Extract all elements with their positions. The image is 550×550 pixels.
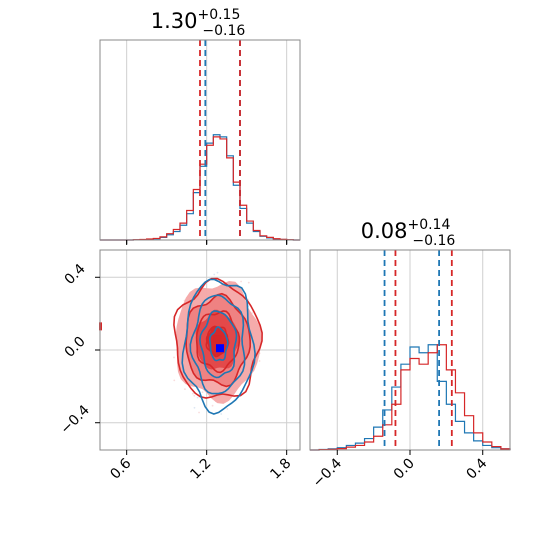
title-sub: −0.16 — [202, 23, 245, 39]
title-value: 1.30 — [151, 9, 198, 33]
sample-point — [226, 418, 229, 420]
histogram-series-1 — [100, 136, 300, 241]
title-value: 0.08 — [361, 219, 408, 243]
title-sub: −0.16 — [412, 233, 455, 249]
sample-point — [240, 280, 242, 283]
sample-point — [216, 271, 219, 274]
joint-panel: 0.6 1.2 1.8 0.4 0.0 −0.4 — [57, 249, 301, 483]
x-tick-label: 0.6 — [107, 455, 134, 482]
x-tick-label: 1.8 — [267, 456, 294, 483]
marginal-1-panel: 1.30+0.15 −0.16 — [99, 7, 301, 245]
y-tick-label: 0.4 — [62, 261, 89, 288]
x-tick-label: 0.4 — [463, 455, 490, 482]
point-marker-0 — [213, 335, 222, 344]
point-marker-1 — [216, 344, 224, 353]
title-sup: +0.15 — [197, 7, 240, 23]
sample-point — [173, 379, 176, 382]
sample-point — [173, 356, 175, 359]
contour-line-series-1-level-3 — [181, 278, 256, 415]
panel-title: 1.30+0.15 −0.16 — [151, 7, 246, 39]
sample-point — [184, 388, 186, 391]
contour-line-series-0-level-0 — [205, 325, 230, 358]
sample-point — [213, 273, 216, 276]
y-tick-label: 0.0 — [62, 334, 89, 361]
sample-point — [201, 391, 204, 394]
sample-point — [198, 411, 200, 414]
axes-frame — [99, 39, 301, 241]
panel-title: 0.08+0.14 −0.16 — [361, 217, 456, 249]
contour-line-series-1-level-1 — [199, 310, 238, 379]
title-sup: +0.14 — [407, 217, 450, 233]
sample-point — [193, 394, 196, 397]
contour-line-series-0-level-3 — [173, 277, 263, 399]
x-tick-label: 1.2 — [187, 456, 214, 483]
sample-point — [220, 413, 223, 415]
histogram-series-1 — [310, 344, 511, 451]
contour-line-series-0-level-1 — [195, 310, 241, 374]
sample-point — [247, 281, 250, 284]
x-tick-label: −0.4 — [310, 455, 345, 490]
marginal-2-panel: −0.4 0.0 0.4 0.08+0.14 −0.16 — [309, 217, 511, 491]
sample-point — [192, 392, 194, 395]
sample-point — [226, 407, 229, 410]
sample-point — [196, 396, 199, 399]
sample-point — [193, 406, 196, 409]
contour-line-series-1-level-0 — [208, 326, 229, 362]
x-tick-label: 0.0 — [391, 456, 418, 483]
sample-point — [258, 360, 261, 362]
sample-point — [211, 404, 214, 407]
contour-line-series-1-level-2 — [189, 294, 246, 395]
y-tick-label: −0.4 — [57, 402, 92, 437]
